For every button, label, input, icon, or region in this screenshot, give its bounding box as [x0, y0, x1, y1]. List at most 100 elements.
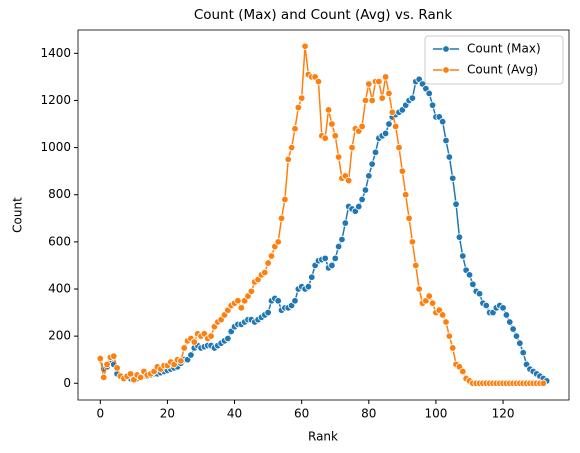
data-point [190, 338, 198, 346]
data-point [408, 94, 417, 102]
data-point [264, 308, 272, 317]
data-point [512, 332, 521, 340]
data-point [331, 254, 339, 263]
data-point [449, 344, 457, 352]
data-point [445, 153, 454, 161]
x-tick-label: 40 [227, 407, 242, 421]
data-point [237, 304, 245, 312]
data-point [224, 334, 232, 343]
y-tick-label: 400 [48, 282, 71, 296]
data-point [358, 195, 366, 204]
data-point [338, 235, 346, 244]
data-point [405, 214, 413, 222]
data-point [469, 280, 477, 288]
data-point [348, 143, 356, 152]
series [96, 42, 548, 387]
x-axis-label: Rank [308, 430, 338, 444]
data-point [264, 259, 272, 267]
x-tick-label: 120 [492, 407, 515, 421]
data-point [294, 103, 303, 112]
data-point [308, 273, 316, 281]
data-point [385, 89, 393, 98]
data-point [459, 252, 467, 260]
data-point [428, 101, 437, 109]
data-point [502, 311, 511, 319]
data-point [180, 344, 188, 352]
data-point [126, 370, 135, 378]
data-point [509, 325, 517, 333]
y-tick-label: 200 [48, 329, 71, 343]
data-point [371, 148, 380, 157]
data-point [368, 160, 376, 168]
data-point [395, 143, 403, 152]
y-tick-label: 1000 [40, 140, 71, 154]
data-point [324, 106, 333, 114]
data-point [378, 94, 386, 102]
data-line [99, 46, 544, 385]
y-tick-label: 600 [48, 234, 71, 248]
data-point [341, 219, 350, 227]
data-point [539, 379, 548, 387]
data-point [438, 311, 447, 319]
data-point [381, 73, 390, 81]
data-point [267, 252, 276, 260]
series [96, 75, 551, 385]
data-point [177, 357, 185, 365]
data-point [113, 364, 121, 372]
data-point [297, 94, 306, 102]
data-point [519, 348, 527, 357]
data-point [361, 186, 370, 194]
data-point [452, 200, 460, 208]
plot-frame [77, 29, 570, 401]
data-point [207, 332, 215, 340]
data-point [287, 143, 296, 152]
data-point [281, 195, 289, 204]
data-point [274, 238, 282, 246]
y-tick-label: 1200 [40, 93, 71, 107]
data-point [261, 268, 269, 277]
data-point [412, 261, 420, 270]
x-tick-label: 60 [294, 407, 309, 421]
data-point [334, 153, 343, 161]
data-point [385, 120, 393, 128]
data-point [187, 351, 195, 359]
legend-marker [442, 66, 450, 74]
data-point [388, 108, 397, 116]
data-point [96, 354, 105, 363]
data-point [402, 191, 410, 199]
x-tick-label: 20 [160, 407, 175, 421]
y-tick-label: 0 [63, 376, 71, 390]
data-point [482, 301, 490, 310]
data-point [136, 373, 145, 382]
data-point [408, 238, 417, 246]
data-point [358, 122, 366, 131]
data-point [442, 136, 450, 145]
data-point [465, 271, 474, 279]
data-point [321, 254, 329, 263]
data-point [375, 77, 383, 86]
data-point [391, 122, 400, 131]
data-point [442, 318, 450, 326]
data-point [438, 117, 447, 126]
data-point [381, 129, 390, 138]
data-point [361, 96, 370, 105]
data-point [445, 332, 454, 340]
chart-title: Count (Max) and Count (Avg) vs. Rank [194, 7, 453, 23]
legend-label: Count (Max) [467, 42, 541, 56]
data-point [110, 352, 118, 360]
data-point [328, 261, 336, 270]
data-point [291, 297, 299, 305]
data-point [291, 125, 299, 133]
data-point [365, 172, 373, 180]
data-point [277, 214, 286, 222]
data-point [99, 373, 108, 382]
data-point [321, 134, 329, 142]
data-point [314, 77, 323, 86]
data-point [398, 167, 407, 175]
data-line [99, 78, 548, 382]
data-point [499, 304, 507, 312]
data-point [425, 292, 433, 300]
data-point [449, 174, 457, 182]
data-point [425, 89, 433, 98]
